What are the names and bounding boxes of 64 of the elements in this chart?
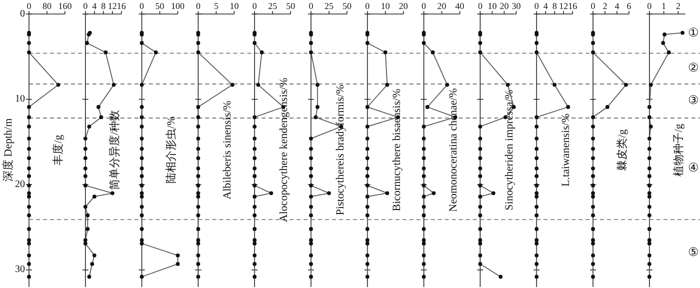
x-tick-label: 4 [614,1,620,11]
text: ② [688,60,699,74]
x-tick-label: 0 [140,1,145,11]
x-tick-label: 0 [422,1,427,11]
x-tick-label: 0 [647,1,652,11]
y-axis-title: 深度 Depth/m [2,118,15,182]
text: 陆相介形虫/% [164,116,178,184]
x-tick-label: 50 [286,1,296,11]
text: Bicornucythere bisaensis/% [390,88,403,212]
x-tick-label: 20 [398,1,408,11]
x-tick-label: 0 [478,1,483,11]
text: Albileberis sinensis/% [222,100,234,200]
text: 简单分异度/种数 [108,110,121,190]
text: Alocopocythere kendengensis/% [278,78,290,222]
x-tick-label: 100 [171,1,186,11]
x-tick-label: 30 [512,1,522,11]
text: Sinocytheriden impressa/% [504,90,516,210]
x-tick-label: 12 [108,1,117,11]
x-tick-label: 16 [116,1,126,11]
y-tick-label: 30 [15,264,25,276]
x-tick-label: 8 [101,1,106,11]
text: ① [688,25,699,40]
y-tick-label: 10 [15,94,25,105]
x-tick-label: 25 [268,1,278,11]
x-tick-label: 0 [590,1,596,11]
x-tick-label: 50 [342,1,352,11]
x-tick-label: 0 [252,1,258,11]
x-tick-label: 0 [534,1,540,11]
text: ⑤ [688,245,699,260]
y-tick-label: 0 [20,8,25,20]
text: ③ [688,92,699,107]
x-tick-label: 10 [230,1,240,11]
x-tick-label: 20 [437,1,447,11]
x-tick-label: 0 [196,1,201,11]
x-tick-label: 6 [626,1,632,11]
x-tick-label: 10 [488,1,498,11]
x-tick-label: 16 [568,1,578,11]
x-tick-label: 160 [58,1,72,11]
x-tick-label: 10 [380,1,390,11]
text: Pistocythereis bradyformis/% [334,84,347,216]
x-tick-label: 0 [83,1,88,11]
x-tick-label: 12 [559,1,568,11]
x-tick-label: 40 [455,1,465,11]
text: 植物种子/g [672,123,685,176]
text: ④ [688,160,699,175]
x-tick-label: 0 [26,1,32,11]
x-tick-label: 8 [552,1,558,11]
x-tick-label: 4 [92,1,98,11]
x-tick-label: 1 [662,1,666,11]
x-tick-label: 5 [214,1,219,11]
x-tick-label: 0 [308,1,314,11]
text: 棘皮类/g [616,128,629,171]
text: Neomonoceratina chenae/% [447,88,460,212]
x-tick-label: 2 [602,1,608,11]
x-tick-label: 50 [155,1,165,11]
text: 丰度/g [52,134,65,166]
x-tick-label: 80 [42,1,52,11]
x-tick-label: 2 [676,1,680,11]
x-tick-label: 20 [500,1,510,11]
x-tick-label: 4 [543,1,548,11]
x-tick-label: 25 [324,1,334,11]
y-tick-label: 20 [15,178,25,190]
x-tick-label: 0 [365,1,370,11]
text: L.taiwanensis/% [560,113,572,187]
